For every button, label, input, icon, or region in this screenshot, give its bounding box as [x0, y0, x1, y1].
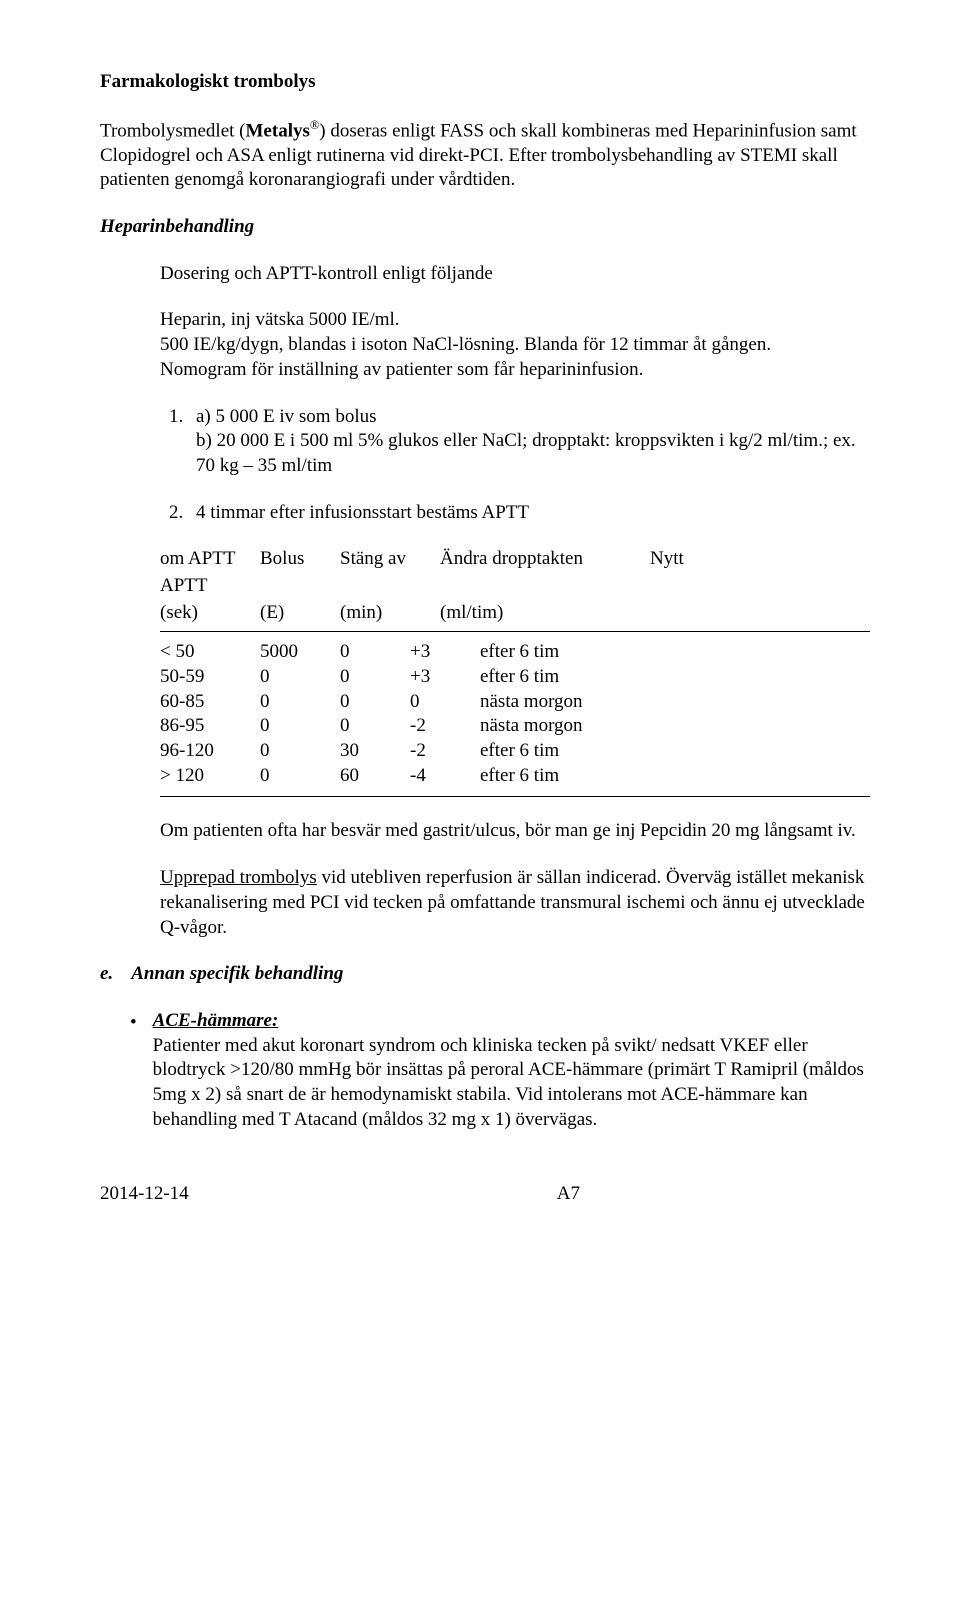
registered-symbol: ® — [310, 118, 319, 132]
cell: 30 — [340, 739, 400, 764]
unit-sek: (sek) — [160, 601, 250, 626]
ace-body: Patienter med akut koronart syndrom och … — [153, 1035, 864, 1130]
cell: 0 — [260, 764, 330, 789]
cell: 0 — [260, 665, 330, 690]
aptt-header-row1: om APTT Bolus Stäng av Ändra dropptakten… — [160, 547, 870, 572]
cell: 60 — [340, 764, 400, 789]
cell: 86-95 — [160, 714, 250, 739]
cell: -4 — [410, 764, 470, 789]
footer: 2014-12-14 A7 — [100, 1182, 870, 1207]
cell: -2 — [410, 739, 470, 764]
unit-e: (E) — [260, 601, 330, 626]
cell: 0 — [340, 714, 400, 739]
aptt-body: < 50 5000 0 +3 efter 6 tim 50-59 0 0 +3 … — [160, 640, 870, 797]
bullet-icon: • — [130, 1009, 137, 1132]
cell: 0 — [260, 739, 330, 764]
cell: 96-120 — [160, 739, 250, 764]
table-row: 86-95 0 0 -2 nästa morgon — [160, 714, 870, 739]
cell: 50-59 — [160, 665, 250, 690]
intro-paragraph: Trombolysmedlet (Metalys®) doseras enlig… — [100, 117, 870, 193]
aptt-header-row2: (sek) (E) (min) (ml/tim) — [160, 601, 870, 633]
unit-min: (min) — [340, 601, 430, 626]
emph: Upprepad trombolys — [160, 867, 317, 888]
table-row: 50-59 0 0 +3 efter 6 tim — [160, 665, 870, 690]
cell: < 50 — [160, 640, 250, 665]
col-bolus: Bolus — [260, 547, 330, 572]
pepcidin-note: Om patienten ofta har besvär med gastrit… — [160, 819, 870, 844]
col-stop: Stäng av — [340, 547, 430, 572]
cell: +3 — [410, 665, 470, 690]
cell: 60-85 — [160, 690, 250, 715]
nomogram-note: Nomogram för inställning av patienter so… — [160, 358, 870, 383]
col-aptt: APTT — [160, 574, 250, 599]
footer-date: 2014-12-14 — [100, 1182, 189, 1207]
section-e: e. Annan specifik behandling — [100, 962, 870, 987]
heparin-heading: Heparinbehandling — [100, 215, 870, 240]
section-e-title: Annan specifik behandling — [131, 962, 343, 987]
cell: +3 — [410, 640, 470, 665]
heparin-concentration: Heparin, inj vätska 5000 IE/ml. — [160, 308, 870, 333]
cell: 0 — [340, 690, 400, 715]
section-e-label: e. — [100, 962, 113, 987]
cell: 0 — [260, 690, 330, 715]
ace-heading: ACE-hämmare: — [153, 1010, 279, 1031]
cell: efter 6 tim — [480, 764, 680, 789]
step-1: a) 5 000 E iv som bolus b) 20 000 E i 50… — [188, 405, 870, 479]
drug-name: Metalys — [246, 120, 310, 141]
col-aptt: om APTT — [160, 547, 250, 572]
cell: 0 — [340, 640, 400, 665]
dosing-steps: a) 5 000 E iv som bolus b) 20 000 E i 50… — [160, 405, 870, 526]
dosing-intro: Dosering och APTT-kontroll enligt följan… — [160, 262, 870, 287]
cell: -2 — [410, 714, 470, 739]
cell: efter 6 tim — [480, 739, 680, 764]
cell: 0 — [260, 714, 330, 739]
col-drop: Ändra dropptakten — [440, 547, 640, 572]
page-title: Farmakologiskt trombolys — [100, 70, 870, 95]
table-row: > 120 0 60 -4 efter 6 tim — [160, 764, 870, 789]
cell: 5000 — [260, 640, 330, 665]
cell: > 120 — [160, 764, 250, 789]
table-row: 60-85 0 0 0 nästa morgon — [160, 690, 870, 715]
aptt-header-row1b: APTT — [160, 574, 870, 599]
table-row: < 50 5000 0 +3 efter 6 tim — [160, 640, 870, 665]
cell: nästa morgon — [480, 714, 680, 739]
table-row: 96-120 0 30 -2 efter 6 tim — [160, 739, 870, 764]
cell: 0 — [410, 690, 470, 715]
cell: 0 — [340, 665, 400, 690]
repeated-trombolys: Upprepad trombolys vid utebliven reperfu… — [160, 866, 870, 940]
cell: efter 6 tim — [480, 665, 680, 690]
aptt-table: om APTT Bolus Stäng av Ändra dropptakten… — [160, 547, 870, 797]
footer-page: A7 — [557, 1182, 580, 1207]
col-next: Nytt — [650, 547, 710, 572]
text: Trombolysmedlet ( — [100, 120, 246, 141]
ace-block: • ACE-hämmare: Patienter med akut korona… — [130, 1009, 870, 1132]
cell: nästa morgon — [480, 690, 680, 715]
heparin-mixing: 500 IE/kg/dygn, blandas i isoton NaCl-lö… — [160, 333, 870, 358]
step-2: 4 timmar efter infusionsstart bestäms AP… — [188, 501, 870, 526]
unit-mltim: (ml/tim) — [440, 601, 640, 626]
ace-content: ACE-hämmare: Patienter med akut koronart… — [153, 1009, 870, 1132]
cell: efter 6 tim — [480, 640, 680, 665]
